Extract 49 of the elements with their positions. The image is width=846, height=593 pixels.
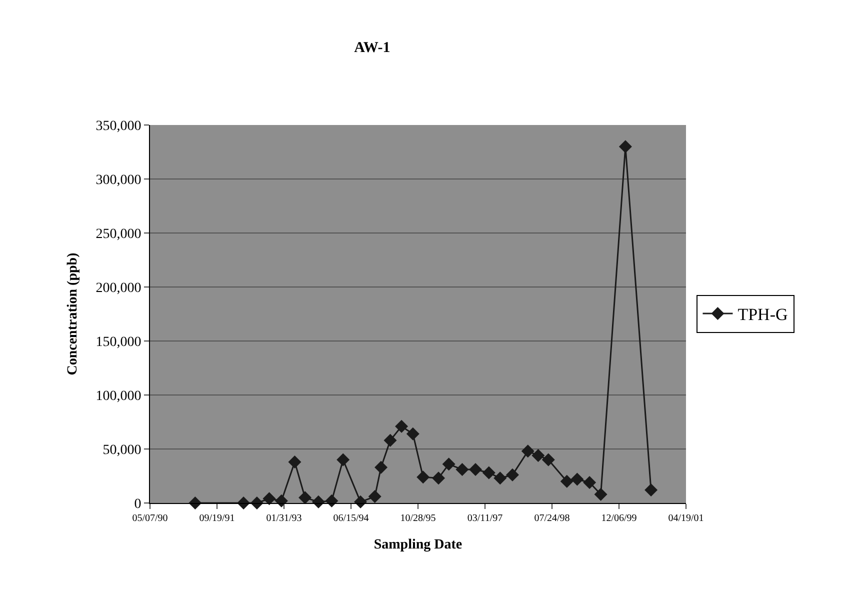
point <box>644 484 658 497</box>
x-tick-label: 04/19/01 <box>668 513 704 524</box>
point <box>368 490 382 504</box>
legend-label: TPH-G <box>738 305 788 324</box>
x-axis-title: Sampling Date <box>374 537 462 552</box>
point <box>325 494 338 508</box>
y-tick-label: 300,000 <box>96 172 142 188</box>
point <box>570 472 584 486</box>
x-tick-label: 09/19/91 <box>199 513 235 524</box>
y-tick-label: 150,000 <box>96 334 142 350</box>
point <box>442 458 456 471</box>
y-axis-title: Concentration (ppb) <box>65 252 80 376</box>
point <box>583 476 596 489</box>
point <box>482 466 496 480</box>
x-tick-label: 10/28/95 <box>400 513 436 524</box>
y-tick-label: 350,000 <box>96 118 142 134</box>
y-tick-label: 200,000 <box>96 280 142 296</box>
point <box>432 472 445 485</box>
chart-title: AW-1 <box>354 40 390 56</box>
x-tick-label: 03/11/97 <box>467 513 503 524</box>
x-tick-label: 01/31/93 <box>266 513 302 524</box>
point <box>456 463 469 476</box>
point <box>406 427 420 440</box>
point <box>532 448 545 462</box>
point <box>468 463 482 476</box>
point <box>374 460 388 474</box>
x-tick-label: 07/24/98 <box>534 513 570 524</box>
x-tick-label: 05/07/90 <box>132 513 168 524</box>
point <box>384 434 397 447</box>
point <box>288 455 302 468</box>
point <box>542 453 555 466</box>
point <box>395 420 408 433</box>
y-tick-label: 0 <box>134 496 142 512</box>
point <box>594 488 608 501</box>
point <box>262 492 276 506</box>
x-tick-label: 12/06/99 <box>601 513 637 524</box>
point <box>336 453 350 466</box>
point <box>560 474 574 488</box>
y-tick-label: 100,000 <box>96 388 142 404</box>
point <box>506 468 519 482</box>
point <box>298 491 312 504</box>
x-tick-label: 06/15/94 <box>333 513 369 524</box>
y-tick-label: 50,000 <box>102 442 142 458</box>
point <box>618 140 632 154</box>
point <box>274 494 288 508</box>
point <box>521 444 534 458</box>
y-tick-label: 250,000 <box>96 226 142 242</box>
point <box>494 472 507 485</box>
point <box>416 470 430 484</box>
